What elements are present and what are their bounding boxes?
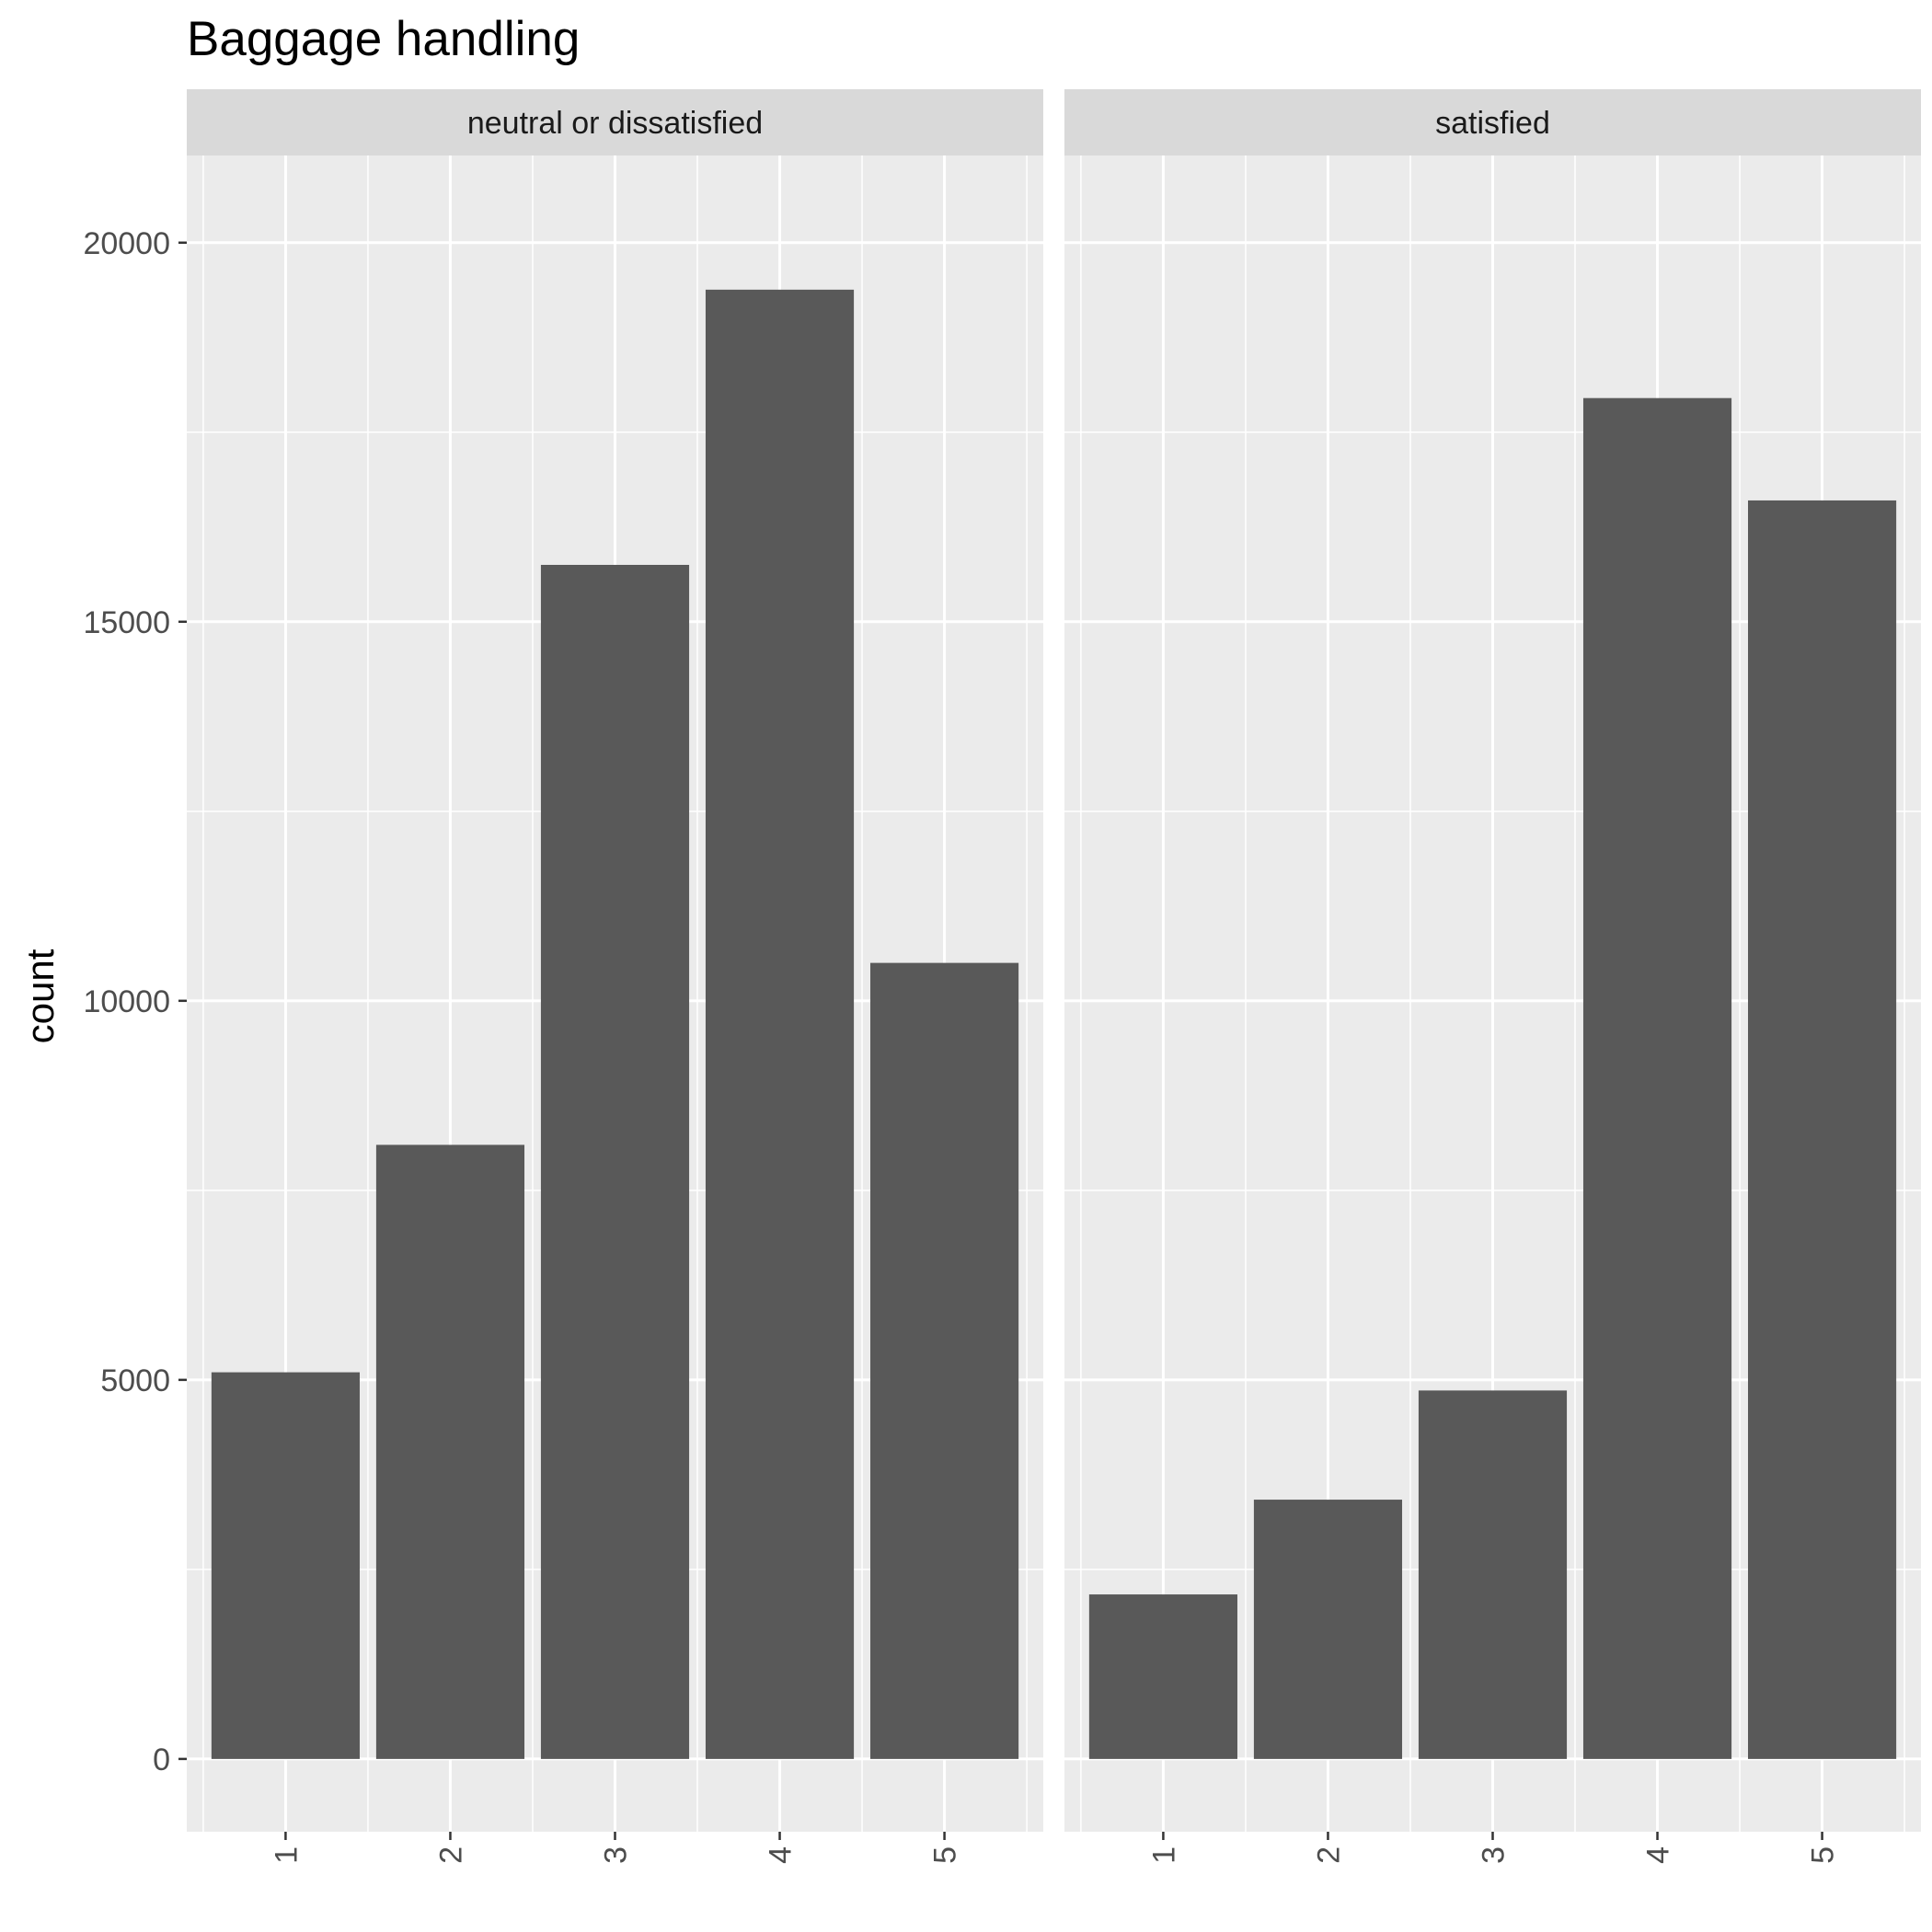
- x-tick-label: 3: [599, 1846, 634, 1864]
- bar: [1088, 1594, 1237, 1759]
- facets-layer: neutral or dissatisfied 1 2 3 4 5 satisfied 1 2 3…: [187, 89, 1921, 1864]
- bar: [540, 564, 690, 1759]
- x-tick-label: 2: [1311, 1846, 1346, 1864]
- x-tick-label: 3: [1477, 1846, 1512, 1864]
- y-axis: 0 5000 10000 15000 20000: [83, 226, 187, 1777]
- bar: [211, 1372, 360, 1759]
- y-tick-label: 5000: [100, 1363, 170, 1398]
- x-tick-label: 4: [1641, 1846, 1676, 1864]
- y-axis-title: count: [18, 949, 62, 1043]
- bar: [1418, 1390, 1568, 1759]
- facet-strip-label: neutral or dissatisfied: [467, 106, 763, 141]
- x-tick-label: 4: [764, 1846, 799, 1864]
- facet-panel: satisfied 1 2 3 4 5: [1064, 89, 1921, 1864]
- x-tick-label: 5: [1806, 1846, 1841, 1864]
- facet-strip: [187, 89, 1043, 155]
- x-tick-label: 2: [433, 1846, 468, 1864]
- x-tick-label: 5: [928, 1846, 963, 1864]
- facet-panel: neutral or dissatisfied 1 2 3 4 5: [187, 89, 1043, 1864]
- x-tick-label: 1: [1146, 1846, 1181, 1864]
- bar: [375, 1144, 525, 1759]
- y-tick-label: 0: [153, 1742, 170, 1777]
- x-tick-label: 1: [269, 1846, 304, 1864]
- bar: [1582, 397, 1732, 1759]
- y-tick-label: 20000: [83, 226, 170, 261]
- bar: [1253, 1500, 1403, 1759]
- y-tick-label: 15000: [83, 605, 170, 640]
- facet-strip-label: satisfied: [1435, 106, 1550, 141]
- y-tick-label: 10000: [83, 984, 170, 1019]
- bar: [1748, 500, 1897, 1759]
- bar: [705, 289, 855, 1759]
- bar: [870, 962, 1019, 1759]
- chart-title: Baggage handling: [187, 12, 580, 66]
- facet-strip: [1064, 89, 1921, 155]
